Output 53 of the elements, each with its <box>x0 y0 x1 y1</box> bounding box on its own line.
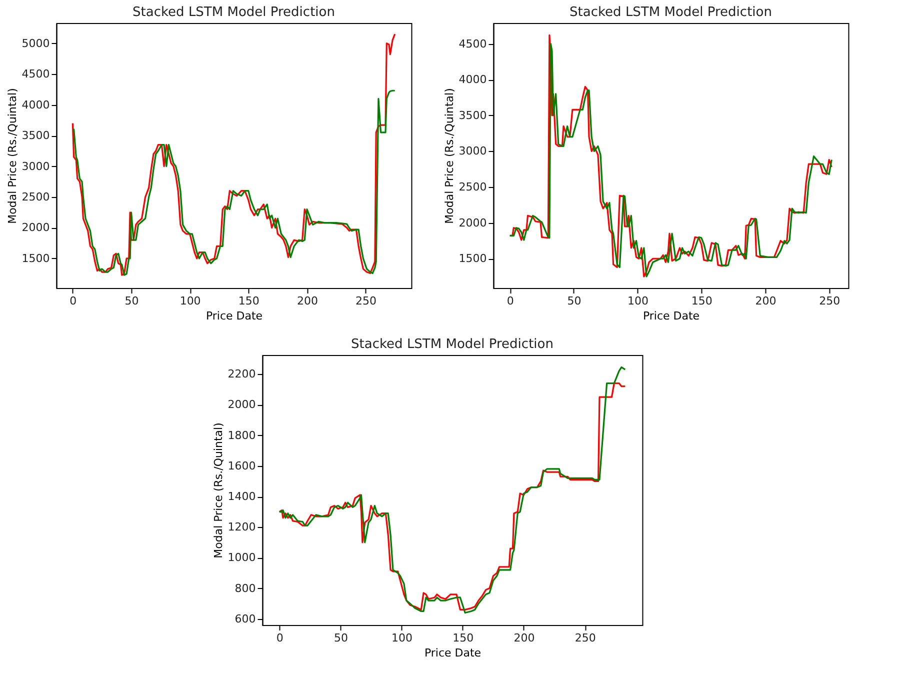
y-tick-label: 2000 <box>458 216 487 230</box>
x-tick-label: 150 <box>691 294 712 308</box>
x-tick-label: 50 <box>567 294 582 308</box>
y-tick-label: 1000 <box>228 551 256 564</box>
chart-title: Stacked LSTM Model Prediction <box>132 5 335 20</box>
y-tick-label: 2200 <box>228 368 256 381</box>
x-axis-title: Price Date <box>424 646 482 660</box>
line-series <box>72 33 396 276</box>
y-tick-label: 600 <box>234 612 256 626</box>
x-tick-label: 200 <box>514 632 535 644</box>
y-axis-title: Modal Price (Rs./Quintal) <box>212 422 225 558</box>
y-tick-label: 1600 <box>228 459 256 472</box>
y-tick-label: 1400 <box>228 490 256 503</box>
x-tick-label: 50 <box>334 632 348 644</box>
y-tick-label: 4000 <box>22 98 50 112</box>
y-axis-title: Modal Price (Rs./Quintal) <box>6 88 19 224</box>
x-tick-label: 100 <box>180 294 201 308</box>
x-tick-label: 200 <box>296 294 318 308</box>
y-tick-label: 5000 <box>22 36 50 50</box>
line-series <box>72 90 396 276</box>
chart-title: Stacked LSTM Model Prediction <box>351 337 554 352</box>
y-tick-label: 1200 <box>228 520 256 534</box>
x-axis-title: Price Date <box>642 310 700 322</box>
x-tick-label: 250 <box>819 294 840 308</box>
y-tick-label: 3500 <box>22 129 50 142</box>
x-tick-label: 150 <box>452 632 474 644</box>
y-tick-label: 2500 <box>22 190 50 204</box>
x-tick-label: 150 <box>238 294 260 308</box>
y-tick-label: 3500 <box>458 108 487 122</box>
y-tick-label: 1500 <box>458 252 487 266</box>
x-tick-label: 0 <box>70 294 77 308</box>
y-tick-label: 800 <box>234 582 256 595</box>
x-tick-label: 250 <box>356 294 377 308</box>
y-tick-label: 4500 <box>22 68 50 81</box>
y-tick-label: 2000 <box>228 398 256 412</box>
y-tick-label: 2500 <box>458 180 487 194</box>
x-tick-label: 0 <box>506 294 514 308</box>
y-tick-label: 2000 <box>22 221 50 234</box>
y-tick-label: 1800 <box>228 428 256 442</box>
y-tick-label: 4500 <box>458 37 487 50</box>
x-axis-title: Price Date <box>206 310 263 322</box>
y-tick-label: 4000 <box>458 73 487 86</box>
x-tick-label: 200 <box>755 294 776 308</box>
x-tick-label: 100 <box>628 294 649 308</box>
y-tick-label: 3000 <box>22 160 50 173</box>
y-tick-label: 1500 <box>22 252 50 265</box>
y-tick-label: 3000 <box>458 144 487 158</box>
x-tick-label: 0 <box>276 632 284 644</box>
x-tick-label: 50 <box>124 294 139 308</box>
x-tick-label: 250 <box>574 632 596 644</box>
x-tick-label: 100 <box>392 632 413 644</box>
y-axis-title: Modal Price (Rs./Quintal) <box>442 88 456 224</box>
chart-title: Stacked LSTM Model Prediction <box>570 5 772 20</box>
